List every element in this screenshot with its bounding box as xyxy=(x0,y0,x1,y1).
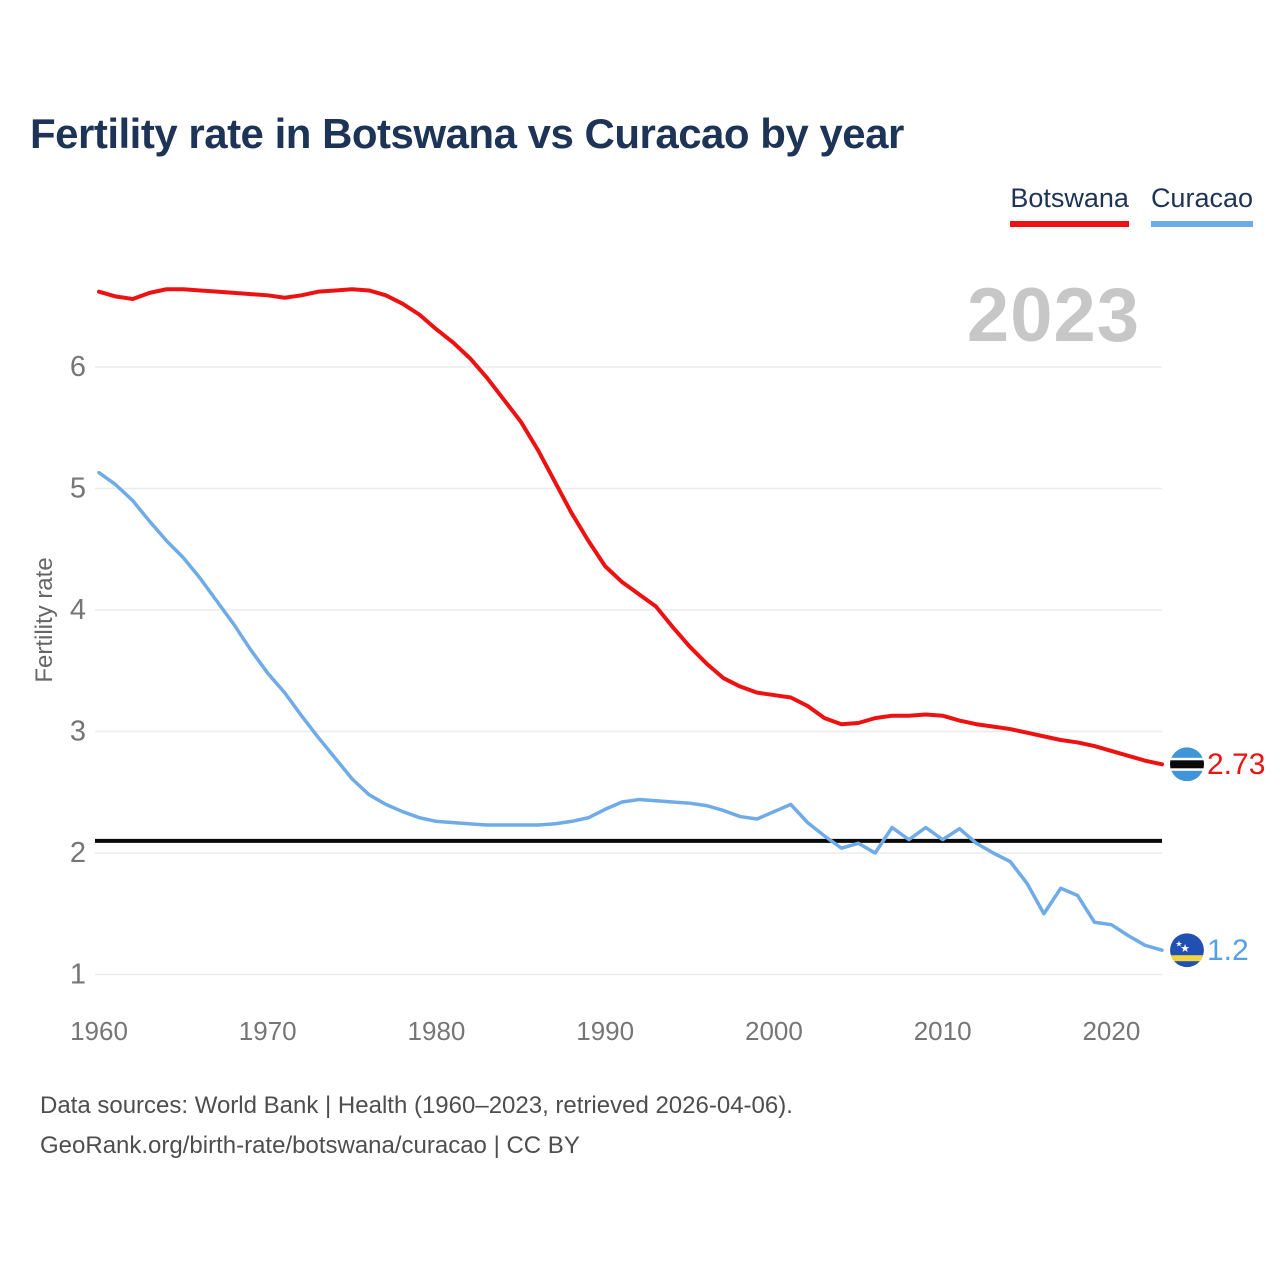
page-title: Fertility rate in Botswana vs Curacao by… xyxy=(30,110,904,157)
botswana-end-value: 2.73 xyxy=(1207,748,1266,781)
y-tick-1: 1 xyxy=(70,959,86,991)
x-tick-1990: 1990 xyxy=(576,1016,634,1046)
svg-text:★: ★ xyxy=(1180,943,1190,955)
legend-item-curacao[interactable]: Curacao xyxy=(1150,183,1253,227)
legend: Botswana Curacao xyxy=(1010,183,1253,227)
botswana-flag-icon xyxy=(1170,747,1204,782)
curacao-end-value: 1.2 xyxy=(1207,934,1249,967)
y-tick-2: 2 xyxy=(70,837,86,869)
y-tick-6: 6 xyxy=(70,351,86,383)
y-tick-4: 4 xyxy=(70,594,86,626)
y-tick-3: 3 xyxy=(70,716,86,748)
x-tick-2000: 2000 xyxy=(745,1016,803,1046)
curacao-line xyxy=(97,470,1164,952)
line-chart: 1 2 3 4 5 6 1960 1970 1980 1990 2000 2010 2020 ★★ xyxy=(70,287,1204,1046)
data-source-line: Data sources: World Bank | Health (1960–… xyxy=(40,1092,793,1119)
x-tick-2010: 2010 xyxy=(914,1016,972,1046)
x-tick-1960: 1960 xyxy=(70,1016,128,1046)
year-watermark: 2023 xyxy=(966,273,1140,358)
curacao-flag-icon: ★★ xyxy=(1170,933,1204,968)
legend-item-botswana[interactable]: Botswana xyxy=(1010,183,1129,227)
x-tick-1970: 1970 xyxy=(239,1016,297,1046)
attribution-line: GeoRank.org/birth-rate/botswana/curacao … xyxy=(40,1132,580,1159)
y-tick-5: 5 xyxy=(70,473,86,505)
botswana-line xyxy=(97,287,1164,767)
svg-text:★: ★ xyxy=(1175,940,1182,949)
x-tick-2020: 2020 xyxy=(1082,1016,1140,1046)
x-tick-1980: 1980 xyxy=(408,1016,466,1046)
footer: Data sources: World Bank | Health (1960–… xyxy=(40,1086,793,1166)
